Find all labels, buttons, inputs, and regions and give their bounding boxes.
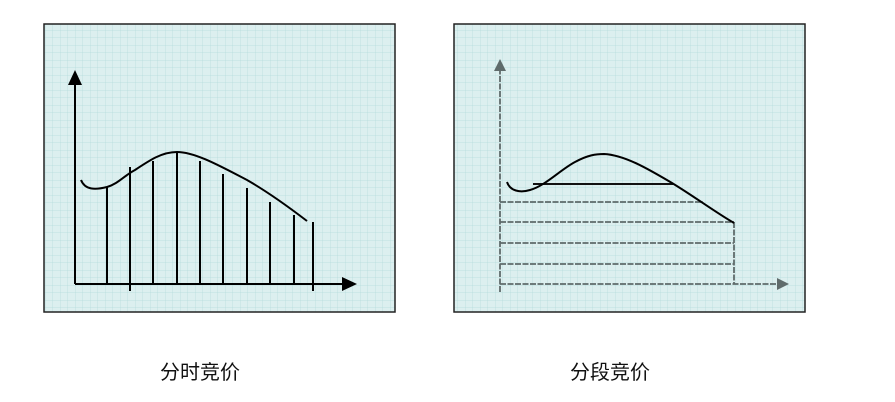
time-bidding-caption: 分时竞价 <box>160 360 240 384</box>
time-slice-lines <box>106 153 314 291</box>
y-axis-arrow-icon <box>494 59 506 71</box>
panel-grid <box>453 23 806 313</box>
price-curve <box>506 152 735 224</box>
segment-bidding-caption: 分段竞价 <box>570 360 650 384</box>
x-axis-arrow-icon <box>777 278 789 290</box>
x-axis-arrow-icon <box>342 277 357 291</box>
segment-bidding-panel <box>453 23 806 313</box>
price-curve <box>80 150 308 222</box>
time-bidding-panel <box>43 23 396 313</box>
panel-grid <box>43 23 396 313</box>
y-axis-arrow-icon <box>68 70 82 85</box>
